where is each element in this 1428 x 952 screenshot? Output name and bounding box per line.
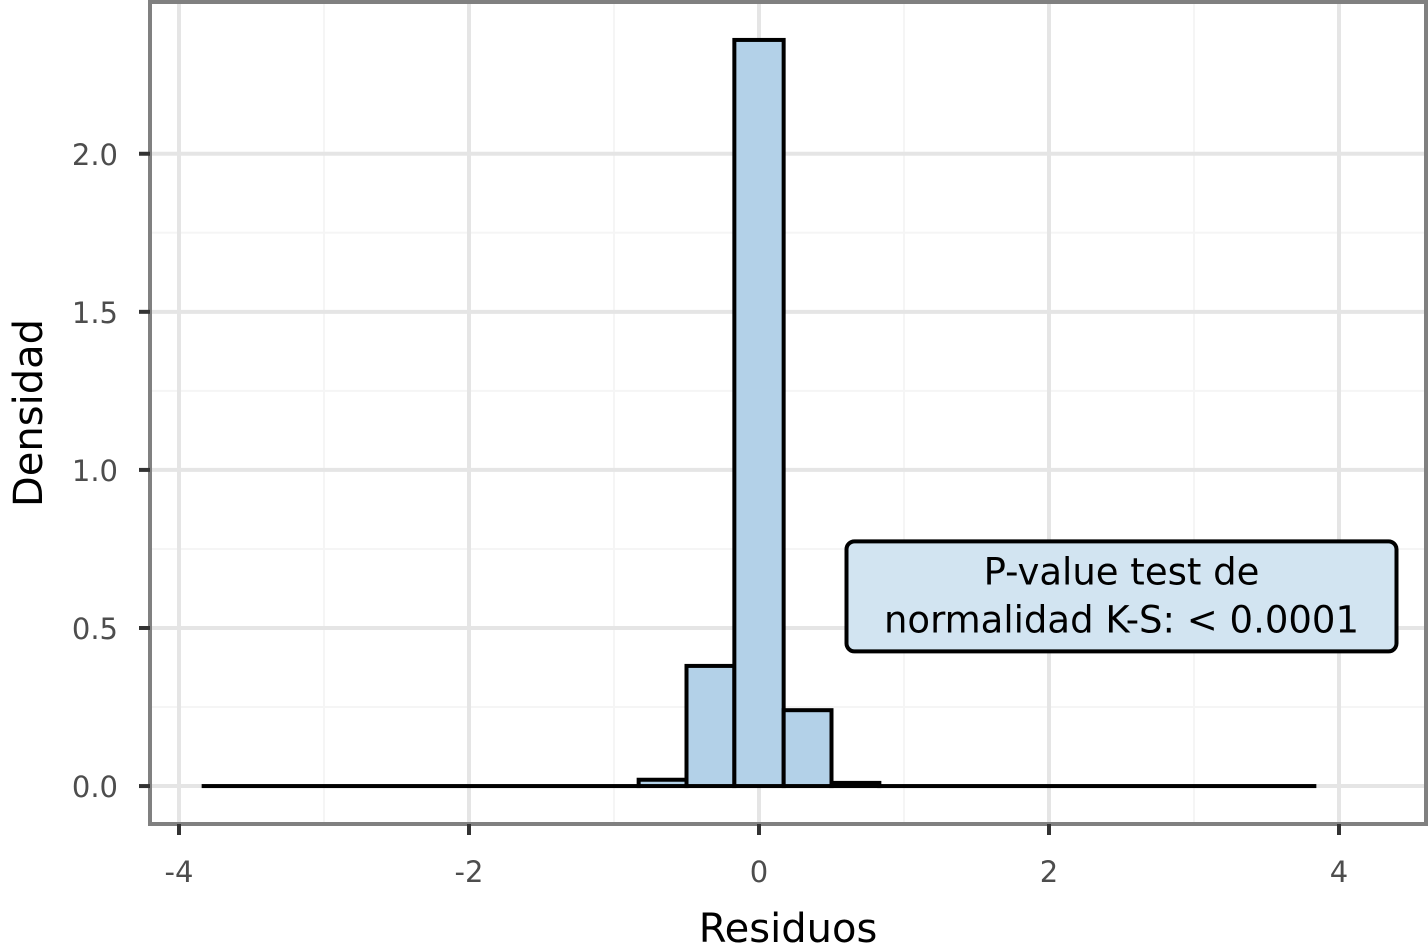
y-tick-label: 0.0 (72, 770, 118, 804)
y-tick-label: 1.0 (72, 454, 118, 488)
y-axis-title: Densidad (6, 319, 52, 507)
histogram-bars (201, 37, 1317, 789)
x-tick-label: 2 (1040, 855, 1058, 889)
histogram-bar-4 (781, 708, 834, 789)
histogram-bar-3 (732, 37, 786, 789)
annotation-line-2: normalidad K-S: < 0.0001 (884, 598, 1359, 641)
x-tick-label: 4 (1330, 855, 1348, 889)
histogram-bar-2 (684, 663, 737, 789)
annotation-background (844, 539, 1399, 654)
y-tick-label: 2.0 (72, 138, 118, 172)
x-axis-title: Residuos (699, 906, 878, 952)
annotation-line-1: P-value test de (984, 550, 1260, 593)
axis-ticks: -4 -2 0 2 4 0.0 0.5 1.0 1.5 2.0 (72, 138, 1348, 889)
y-tick-label: 1.5 (72, 296, 118, 330)
grid-lines (150, 2, 1426, 824)
histogram-bar-5 (829, 780, 882, 789)
panel-border (148, 0, 1428, 826)
histogram-bar-1 (636, 777, 689, 789)
x-tick-label: -2 (455, 855, 484, 889)
y-tick-label: 0.5 (72, 612, 118, 646)
x-tick-label: -4 (165, 855, 194, 889)
x-tick-label: 0 (750, 855, 768, 889)
annotation-box: P-value test de normalidad K-S: < 0.0001 (844, 539, 1399, 654)
